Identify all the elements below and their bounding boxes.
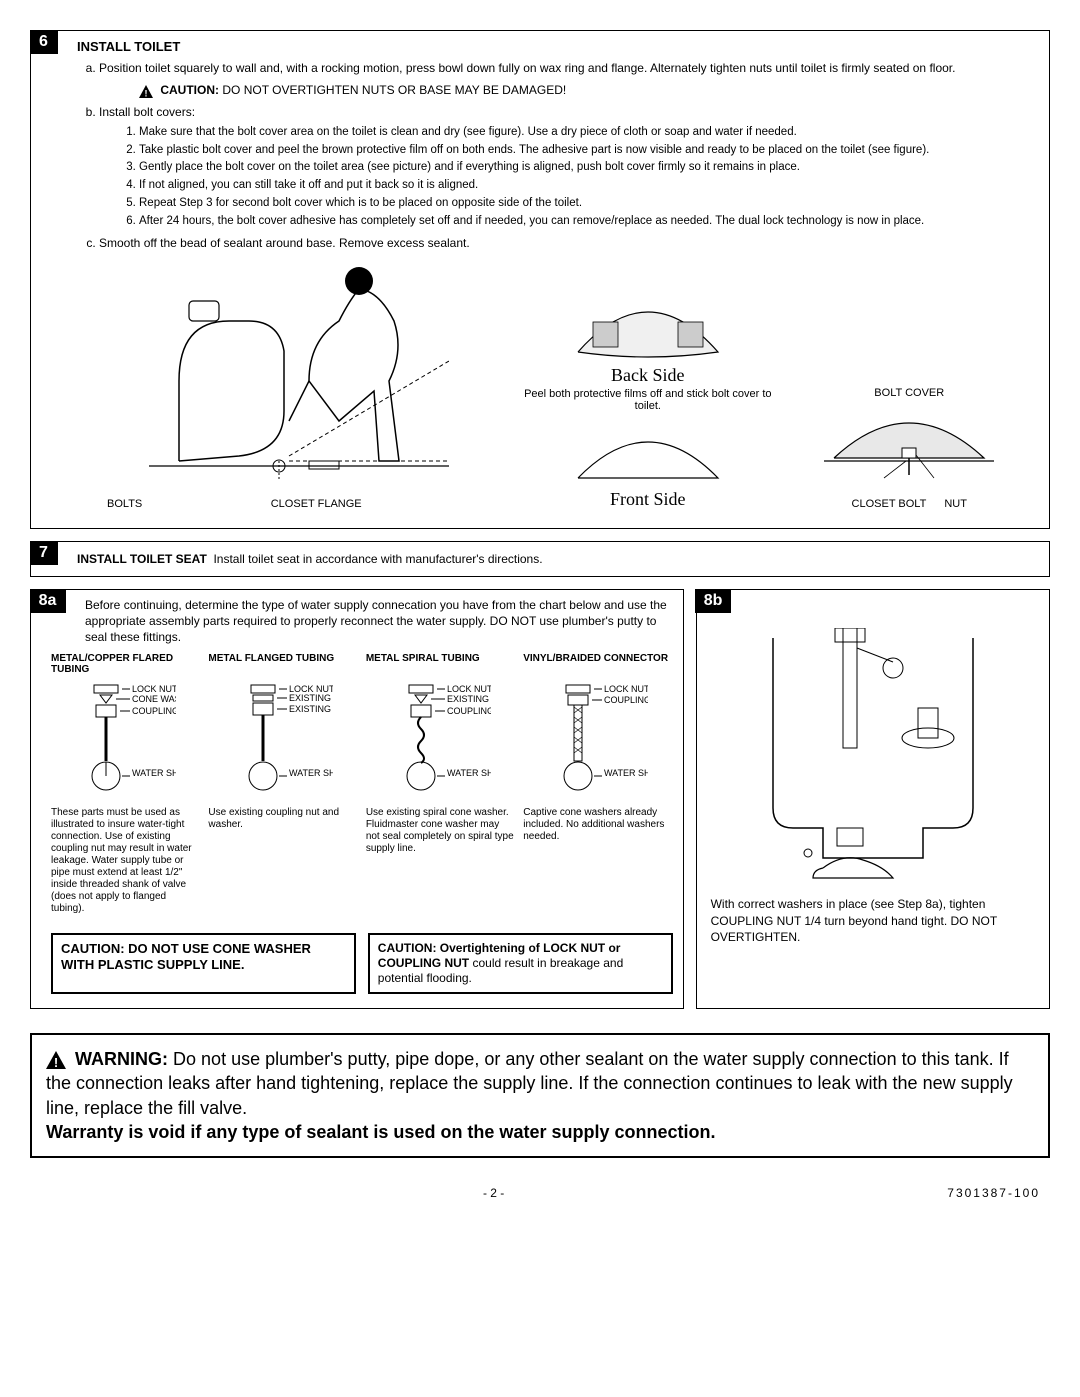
svg-text:WATER SHUT-OFF: WATER SHUT-OFF: [289, 768, 333, 778]
step7-content: INSTALL TOILET SEAT Install toilet seat …: [77, 552, 1039, 566]
svg-text:LOCK NUT: LOCK NUT: [447, 684, 491, 694]
step6-figure-main: BOLTS CLOSET FLANGE: [101, 261, 496, 510]
page-footer: - 2 - 7301387-100: [30, 1186, 1050, 1200]
closet-bolt-label: CLOSET BOLT: [852, 498, 927, 510]
step6-item-b: Install bolt covers: Make sure that the …: [99, 104, 1039, 229]
step6-list: Position toilet squarely to wall and, wi…: [99, 60, 1039, 251]
step8b-box: 8b With correct washers in place (see St…: [696, 589, 1050, 1009]
step6-sublist: Make sure that the bolt cover area on th…: [139, 125, 1039, 230]
toilet-install-illustration: [149, 261, 449, 491]
svg-text:CONE WASHER: CONE WASHER: [132, 694, 176, 704]
back-side-label: Back Side: [516, 365, 779, 386]
step8b-number: 8b: [695, 589, 731, 613]
step7-box: 7 INSTALL TOILET SEAT Install toilet sea…: [30, 541, 1050, 577]
svg-text:LOCK NUT: LOCK NUT: [604, 684, 648, 694]
svg-text:!: !: [145, 88, 148, 98]
step6-figure-area: BOLTS CLOSET FLANGE Back Side Peel both …: [101, 261, 1019, 510]
step8a-intro: Before continuing, determine the type of…: [85, 598, 673, 645]
caution-overtighten: CAUTION: Overtightening of LOCK NUT or C…: [368, 933, 673, 994]
connector-col-1: METAL FLANGED TUBING LOCK NUT EXISTING W…: [208, 653, 357, 915]
step6-item-c: Smooth off the bead of sealant around ba…: [99, 235, 1039, 251]
metal-copper-tubing-icon: LOCK NUT CONE WASHER COUPLING NUT WATER …: [76, 681, 176, 801]
step6-caution: ! CAUTION: DO NOT OVERTIGHTEN NUTS OR BA…: [139, 82, 1039, 98]
step8a-cautions: CAUTION: DO NOT USE CONE WASHER WITH PLA…: [51, 925, 673, 994]
step8b-figure: [711, 628, 1035, 888]
svg-text:WATER SHUT-OFF: WATER SHUT-OFF: [132, 768, 176, 778]
doc-code: 7301387-100: [947, 1186, 1040, 1200]
svg-text:COUPLING NUT: COUPLING NUT: [447, 706, 491, 716]
svg-text:EXISTING COUPLING NUT: EXISTING COUPLING NUT: [289, 704, 333, 714]
bolts-label: BOLTS: [107, 498, 142, 510]
caution-cone-washer: CAUTION: DO NOT USE CONE WASHER WITH PLA…: [51, 933, 356, 994]
front-side-label: Front Side: [516, 489, 779, 510]
connector-col-3: VINYL/BRAIDED CONNECTOR LOCK NUT COUPLIN…: [523, 653, 672, 915]
bolt-cover-assembly-icon: [824, 403, 994, 493]
metal-flanged-tubing-icon: LOCK NUT EXISTING WASHER EXISTING COUPLI…: [233, 681, 333, 801]
step6-item-a: Position toilet squarely to wall and, wi…: [99, 60, 1039, 98]
svg-text:WATER SHUT-OFF: WATER SHUT-OFF: [447, 768, 491, 778]
warning-triangle-icon: !: [139, 85, 153, 98]
tank-connection-illustration: [753, 628, 993, 888]
svg-text:COUPLING NUT: COUPLING NUT: [604, 695, 648, 705]
nut-label: NUT: [944, 498, 967, 510]
svg-text:WATER SHUT-OFF: WATER SHUT-OFF: [604, 768, 648, 778]
metal-spiral-tubing-icon: LOCK NUT EXISTING CONE WASHER COUPLING N…: [391, 681, 491, 801]
connector-col-2: METAL SPIRAL TUBING LOCK NUT EXISTING CO…: [366, 653, 515, 915]
step6-figure-right: BOLT COVER CLOSET BOLT NUT: [800, 387, 1020, 510]
peel-note: Peel both protective films off and stick…: [516, 388, 779, 412]
warning-triangle-icon: !: [46, 1051, 66, 1069]
warning-box: ! WARNING: Do not use plumber's putty, p…: [30, 1033, 1050, 1158]
step8-row: 8a Before continuing, determine the type…: [30, 589, 1050, 1021]
bolt-cover-back-icon: [568, 292, 728, 362]
step6-box: 6 INSTALL TOILET Position toilet squarel…: [30, 30, 1050, 529]
svg-text:EXISTING WASHER: EXISTING WASHER: [289, 693, 333, 703]
step7-number: 7: [30, 541, 58, 565]
svg-text:LOCK NUT: LOCK NUT: [132, 684, 176, 694]
step8b-note: With correct washers in place (see Step …: [711, 896, 1035, 945]
svg-text:COUPLING NUT: COUPLING NUT: [132, 706, 176, 716]
closet-flange-label: CLOSET FLANGE: [271, 498, 362, 510]
page-number: - 2 -: [40, 1186, 947, 1200]
step6-figure-mid: Back Side Peel both protective films off…: [516, 292, 779, 510]
svg-text:!: !: [54, 1055, 58, 1069]
bolt-cover-label: BOLT COVER: [800, 387, 1020, 399]
step6-title: INSTALL TOILET: [77, 39, 1039, 54]
vinyl-braided-connector-icon: LOCK NUT COUPLING NUT WATER SHUT-OFF: [548, 681, 648, 801]
step8a-number: 8a: [30, 589, 66, 613]
bolt-cover-front-icon: [568, 422, 728, 486]
connector-grid: METAL/COPPER FLARED TUBING LOCK NUT CONE…: [51, 653, 673, 915]
connector-col-0: METAL/COPPER FLARED TUBING LOCK NUT CONE…: [51, 653, 200, 915]
step6-number: 6: [30, 30, 58, 54]
warning-text: ! WARNING: Do not use plumber's putty, p…: [46, 1047, 1034, 1144]
step8a-box: 8a Before continuing, determine the type…: [30, 589, 684, 1009]
svg-text:EXISTING CONE WASHER: EXISTING CONE WASHER: [447, 694, 491, 704]
